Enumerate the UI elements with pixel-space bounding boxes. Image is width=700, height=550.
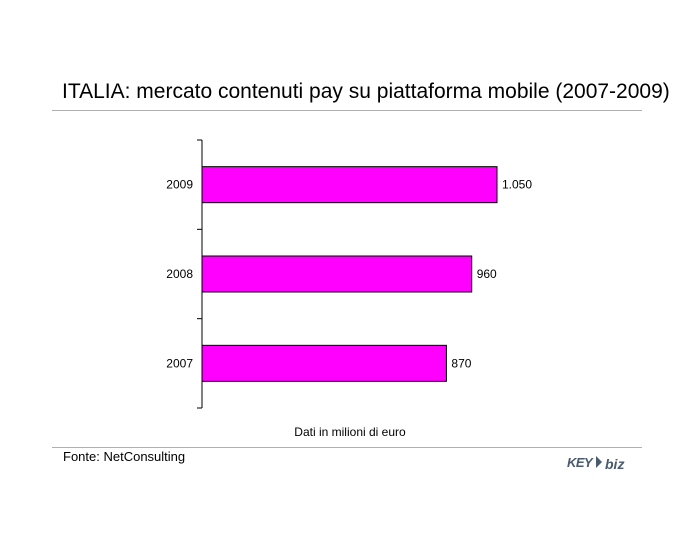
bar-2008 [201,255,473,293]
svg-text:biz: biz [605,456,624,472]
data-label: 960 [477,267,497,281]
unit-note: Dati in milioni di euro [294,425,406,439]
source-credit: Fonte: NetConsulting [63,449,186,464]
y-tick-label: 2009 [166,178,193,192]
bar-2007 [201,344,447,382]
footer-divider [52,447,642,448]
title-divider [52,110,642,111]
y-tick-label: 2007 [166,356,193,370]
data-label: 1.050 [502,178,532,192]
bar-2009 [201,166,498,204]
data-label: 870 [451,356,471,370]
chart-title: ITALIA: mercato contenuti pay su piattaf… [62,80,670,103]
svg-text:KEY: KEY [567,455,594,470]
y-tick-label: 2008 [166,267,193,281]
key4biz-logo: KEY biz [567,455,624,472]
